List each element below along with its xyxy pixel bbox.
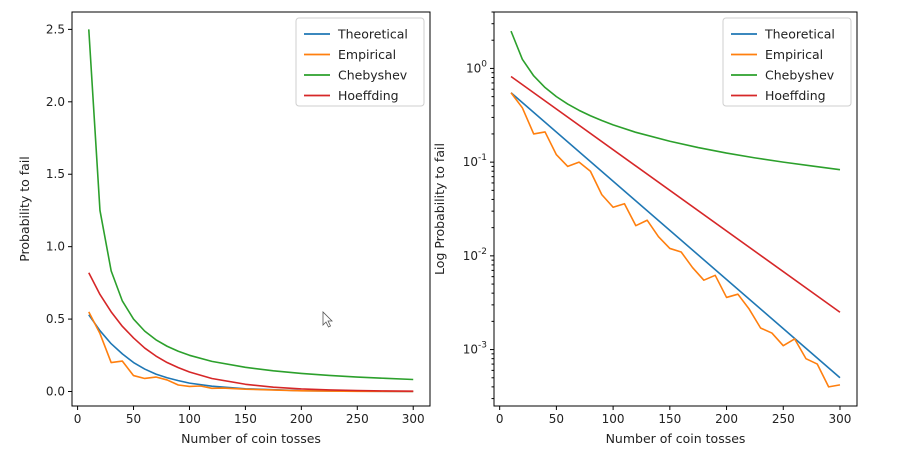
right-x-tick-label: 250 [772, 412, 795, 426]
left-series-hoeffding-line [88, 272, 414, 392]
tick-label-exponent: -3 [478, 341, 487, 351]
tick-label-exponent: 0 [481, 59, 487, 69]
right-legend-box [722, 17, 852, 107]
left-x-tick-label: 100 [178, 412, 201, 426]
right-x-tick-label: 0 [496, 412, 504, 426]
tick-label-exponent: -1 [478, 153, 487, 163]
right-plot-frame [493, 11, 858, 407]
left-chart: 0 50 100 150 200 250 300 0.0 0.5 1.0 1.5 2.0 2.5 Num… [17, 11, 431, 446]
right-series-empirical-line [510, 92, 841, 388]
left-legend-label: Theoretical [337, 27, 408, 42]
right-y-tick-label: 10-1 [463, 153, 487, 169]
right-y-axis-label: Log Probability to fail [432, 143, 447, 275]
left-y-tick-label: 1.0 [46, 240, 65, 254]
right-x-axis-label: Number of coin tosses [606, 431, 746, 446]
right-y-tick-label: 10-3 [463, 341, 487, 357]
left-y-tick-label: 0.0 [46, 385, 65, 399]
left-y-tick-label: 2.0 [46, 95, 65, 109]
right-legend-label: Hoeffding [765, 88, 826, 103]
right-x-tick-label: 300 [829, 412, 852, 426]
left-x-axis-label: Number of coin tosses [181, 431, 321, 446]
left-legend: Theoretical Empirical Chebyshev Hoeffding [295, 17, 425, 107]
left-plot-frame [71, 11, 431, 407]
tick-label-base: 10 [463, 249, 478, 263]
left-x-tick-label: 250 [346, 412, 369, 426]
right-legend-label: Chebyshev [765, 68, 835, 83]
left-x-tick-label: 300 [402, 412, 425, 426]
left-x-tick-label: 150 [234, 412, 257, 426]
tick-label-base: 10 [463, 155, 478, 169]
right-x-tick-label: 200 [715, 412, 738, 426]
right-series-theoretical-line [510, 92, 841, 379]
right-legend-label: Empirical [765, 47, 823, 62]
left-series-empirical-line [88, 311, 414, 393]
left-y-tick-label: 2.5 [46, 22, 65, 36]
left-legend-label: Empirical [338, 47, 396, 62]
left-x-tick-label: 0 [74, 412, 82, 426]
right-legend-label: Theoretical [764, 27, 835, 42]
right-plot-lines [510, 30, 841, 388]
left-axis-ticks: 0 50 100 150 200 250 300 0.0 0.5 1.0 1.5 2.0 2.5 [46, 22, 425, 426]
left-y-tick-label: 1.5 [46, 167, 65, 181]
left-legend-label: Hoeffding [338, 88, 399, 103]
tick-label-base: 10 [463, 343, 478, 357]
right-x-tick-label: 50 [549, 412, 564, 426]
left-legend-label: Chebyshev [338, 68, 408, 83]
left-x-tick-label: 50 [126, 412, 141, 426]
right-series-hoeffding-line [510, 75, 841, 313]
right-legend: Theoretical Empirical Chebyshev Hoeffding [722, 17, 852, 107]
right-x-tick-label: 100 [602, 412, 625, 426]
left-x-tick-label: 200 [290, 412, 313, 426]
tick-label-base: 10 [466, 61, 481, 75]
right-y-tick-label: 10-2 [463, 247, 487, 263]
right-x-tick-label: 150 [658, 412, 681, 426]
left-y-tick-label: 0.5 [46, 312, 65, 326]
tick-label-exponent: -2 [478, 247, 487, 257]
mouse-cursor-icon [322, 311, 333, 328]
left-y-axis-label: Probability to fail [17, 156, 32, 262]
left-plot-lines [87, 29, 414, 393]
left-series-chebyshev-line [87, 29, 414, 381]
right-y-tick-label: 100 [466, 59, 487, 75]
left-legend-box [295, 17, 425, 107]
right-series-chebyshev-line [510, 30, 841, 171]
